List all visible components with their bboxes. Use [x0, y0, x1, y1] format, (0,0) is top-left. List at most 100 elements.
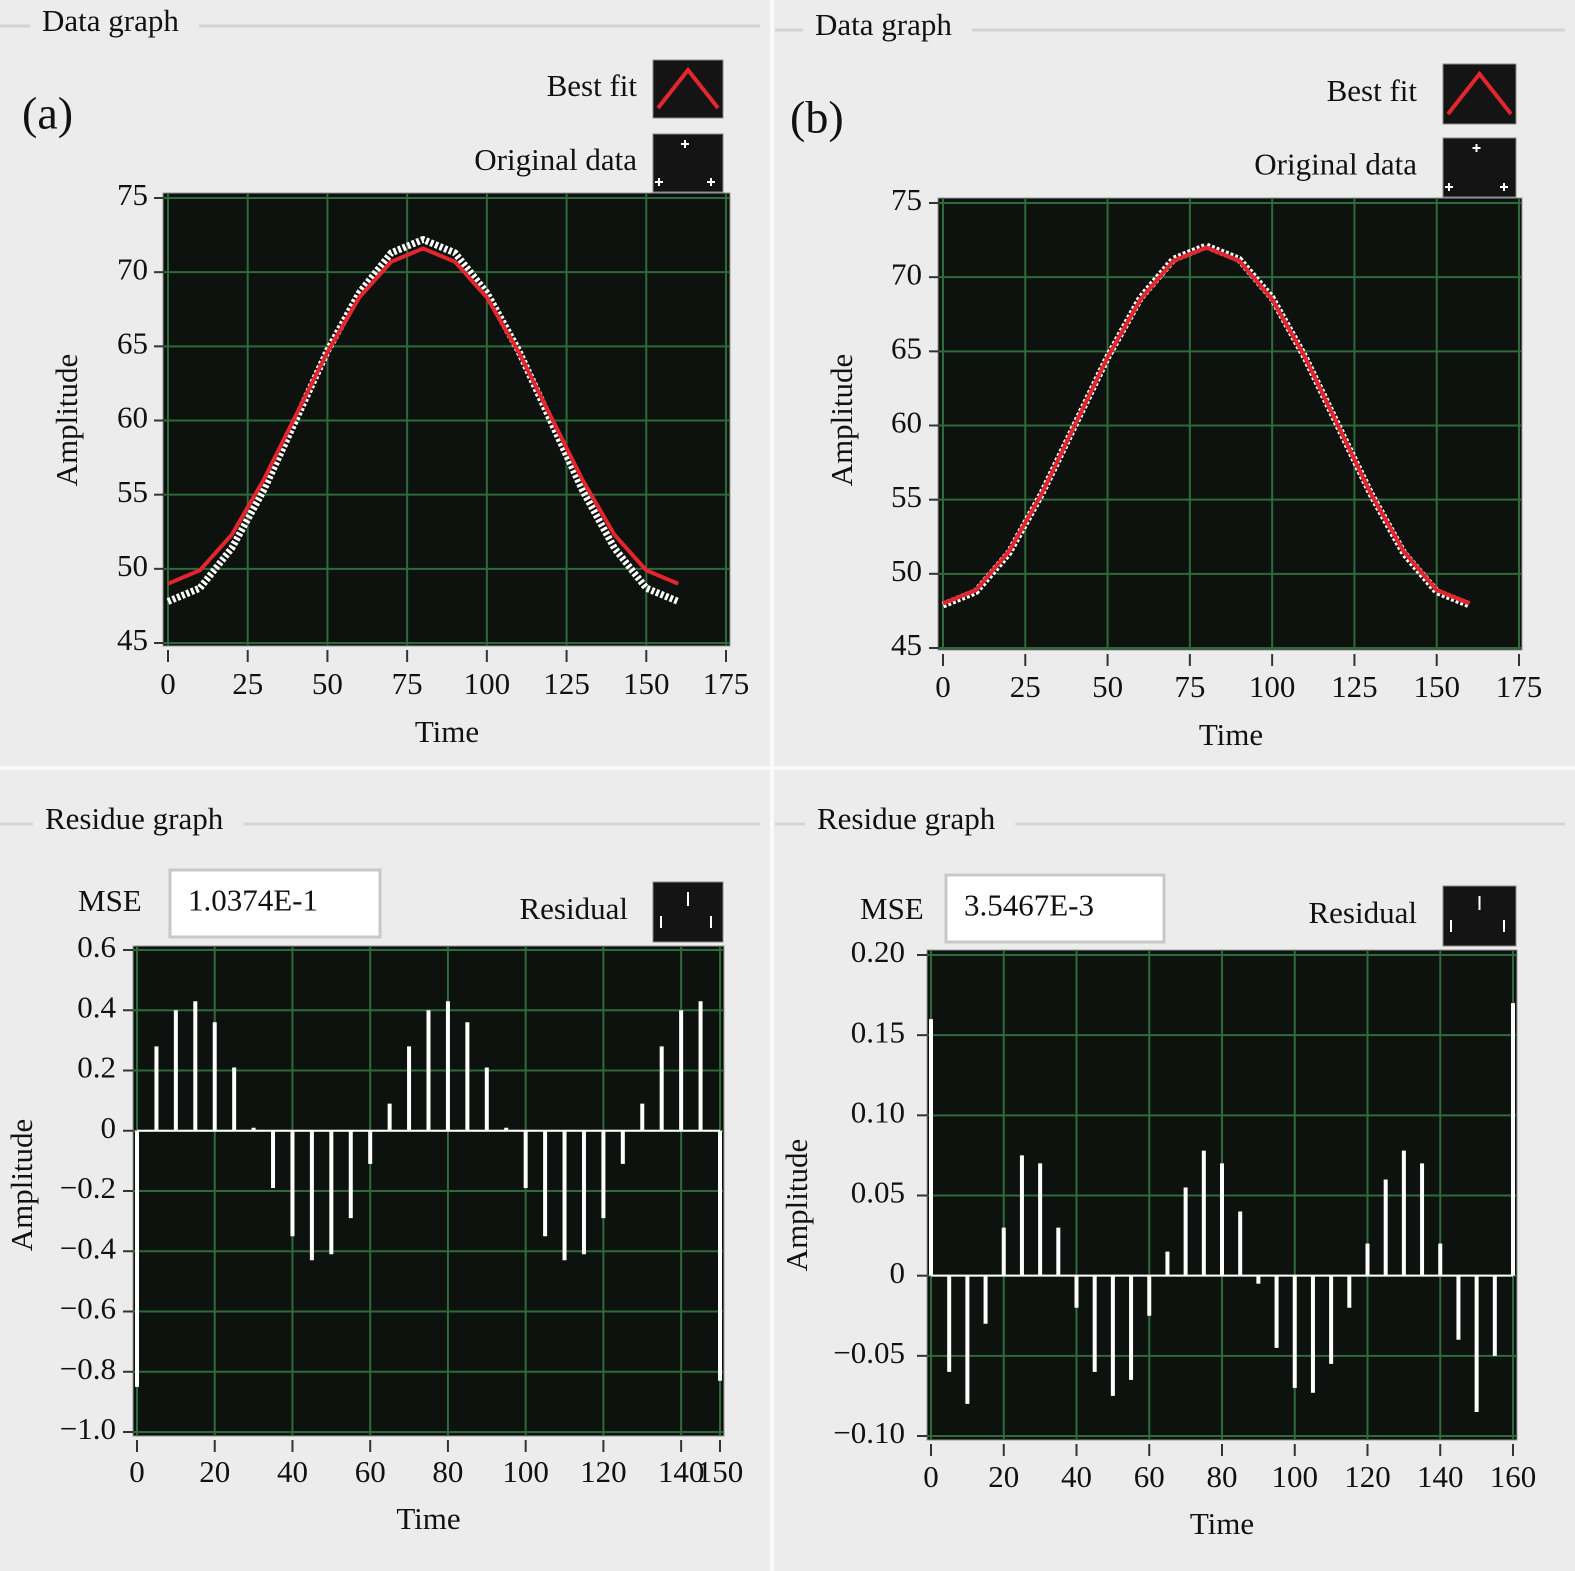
- legend-icon: [707, 178, 715, 186]
- y-tick-label: 75: [891, 182, 922, 217]
- x-tick-label: 40: [277, 1454, 308, 1489]
- mse-field: [168, 868, 382, 939]
- x-tick-label: 0: [160, 666, 176, 701]
- y-tick-label: 0.2: [77, 1050, 116, 1085]
- x-axis-label: Time: [1190, 1506, 1254, 1541]
- x-tick-label: 125: [1331, 669, 1378, 704]
- x-tick-label: 100: [502, 1454, 549, 1489]
- x-tick-label: 140: [658, 1454, 705, 1489]
- y-tick-label: −0.05: [833, 1335, 905, 1370]
- panel-title: Residue graph: [45, 801, 224, 836]
- y-tick-label: 0.10: [851, 1094, 905, 1129]
- y-tick-label: 45: [117, 622, 148, 657]
- legend-icon: [1472, 144, 1481, 152]
- y-axis-label: Amplitude: [49, 354, 84, 487]
- y-tick-label: 45: [891, 627, 922, 662]
- x-tick-label: 150: [1413, 669, 1460, 704]
- y-tick-label: 65: [117, 325, 148, 360]
- legend-icon: [681, 140, 689, 148]
- legend-swatch: [1442, 885, 1517, 947]
- y-tick-label: −0.6: [60, 1291, 116, 1326]
- x-tick-label: 100: [1272, 1459, 1319, 1494]
- legend-label: Residual: [1309, 895, 1418, 930]
- x-tick-label: 150: [623, 666, 670, 701]
- legend-label: Best fit: [547, 68, 638, 103]
- y-tick-label: −0.2: [60, 1170, 116, 1205]
- y-tick-label: −0.4: [60, 1230, 117, 1265]
- legend-swatch: [1442, 137, 1517, 198]
- y-tick-label: 55: [891, 479, 922, 514]
- y-tick-label: −0.10: [833, 1415, 905, 1450]
- x-tick-label: 125: [543, 666, 590, 701]
- y-tick-label: −1.0: [60, 1411, 116, 1446]
- y-tick-label: 0.20: [851, 934, 905, 969]
- x-tick-label: 175: [703, 666, 750, 701]
- x-axis-label: Time: [1199, 717, 1263, 752]
- legend-swatch: [652, 133, 724, 193]
- x-tick-label: 80: [1207, 1459, 1238, 1494]
- x-tick-label: 0: [923, 1459, 939, 1494]
- x-tick-label: 100: [464, 666, 511, 701]
- y-tick-label: 70: [117, 251, 148, 286]
- y-tick-label: 60: [891, 405, 922, 440]
- panel-label: (b): [790, 92, 844, 143]
- legend-label: Residual: [520, 891, 629, 926]
- y-tick-label: 0.6: [77, 929, 116, 964]
- fit-line: [167, 246, 679, 586]
- x-tick-label: 50: [312, 666, 343, 701]
- x-tick-label: 175: [1496, 669, 1543, 704]
- x-tick-label: 100: [1249, 669, 1296, 704]
- x-axis-label: Time: [415, 714, 479, 749]
- y-tick-label: 65: [891, 330, 922, 365]
- legend-swatch: [652, 881, 724, 943]
- y-tick-label: 50: [117, 548, 148, 583]
- y-tick-label: 0.4: [77, 989, 116, 1024]
- legend-icon: [1446, 70, 1513, 116]
- panel-title: Data graph: [42, 3, 179, 38]
- y-tick-label: 0.05: [851, 1175, 905, 1210]
- y-axis-label: Amplitude: [4, 1119, 39, 1252]
- x-axis-label: Time: [396, 1501, 460, 1536]
- data-points: [166, 236, 680, 605]
- y-tick-label: 0.15: [851, 1014, 905, 1049]
- x-tick-label: 60: [1134, 1459, 1165, 1494]
- x-tick-label: 25: [1010, 669, 1041, 704]
- y-tick-label: 55: [117, 474, 148, 509]
- y-tick-label: 50: [891, 553, 922, 588]
- panel-title: Data graph: [815, 7, 952, 42]
- y-axis-label: Amplitude: [824, 354, 859, 487]
- legend-icon: [1500, 183, 1508, 191]
- legend-icon: [655, 178, 663, 186]
- y-tick-label: 70: [891, 256, 922, 291]
- x-tick-label: 120: [1344, 1459, 1391, 1494]
- x-tick-label: 25: [232, 666, 263, 701]
- panel-title: Residue graph: [817, 801, 996, 836]
- mse-label: MSE: [78, 883, 142, 918]
- panel-label: (a): [22, 88, 73, 139]
- x-tick-label: 75: [392, 666, 423, 701]
- x-tick-label: 40: [1061, 1459, 1092, 1494]
- y-tick-label: 60: [117, 400, 148, 435]
- x-tick-label: 160: [1490, 1459, 1537, 1494]
- x-tick-label: 20: [199, 1454, 230, 1489]
- x-tick-label: 75: [1174, 669, 1205, 704]
- x-tick-label: 120: [580, 1454, 627, 1489]
- x-tick-label: 60: [355, 1454, 386, 1489]
- mse-field: [944, 873, 1166, 944]
- legend-icon: [1445, 183, 1453, 191]
- mse-value: 3.5467E-3: [964, 888, 1094, 923]
- mse-label: MSE: [860, 891, 924, 926]
- y-tick-label: 0: [101, 1110, 117, 1145]
- fit-line: [942, 245, 1471, 606]
- x-tick-label: 80: [432, 1454, 463, 1489]
- x-tick-label: 0: [129, 1454, 145, 1489]
- y-tick-label: −0.8: [60, 1351, 116, 1386]
- y-tick-label: 0: [890, 1255, 906, 1290]
- y-tick-label: 75: [117, 177, 148, 212]
- x-tick-label: 140: [1417, 1459, 1464, 1494]
- legend-label: Original data: [474, 142, 637, 177]
- legend-icon: [656, 66, 720, 110]
- x-tick-label: 150: [697, 1454, 744, 1489]
- y-axis-label: Amplitude: [779, 1139, 814, 1272]
